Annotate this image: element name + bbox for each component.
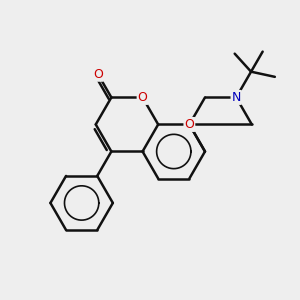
Text: O: O (184, 118, 194, 131)
Text: O: O (93, 68, 103, 81)
Text: O: O (138, 91, 148, 104)
Text: N: N (232, 91, 241, 104)
